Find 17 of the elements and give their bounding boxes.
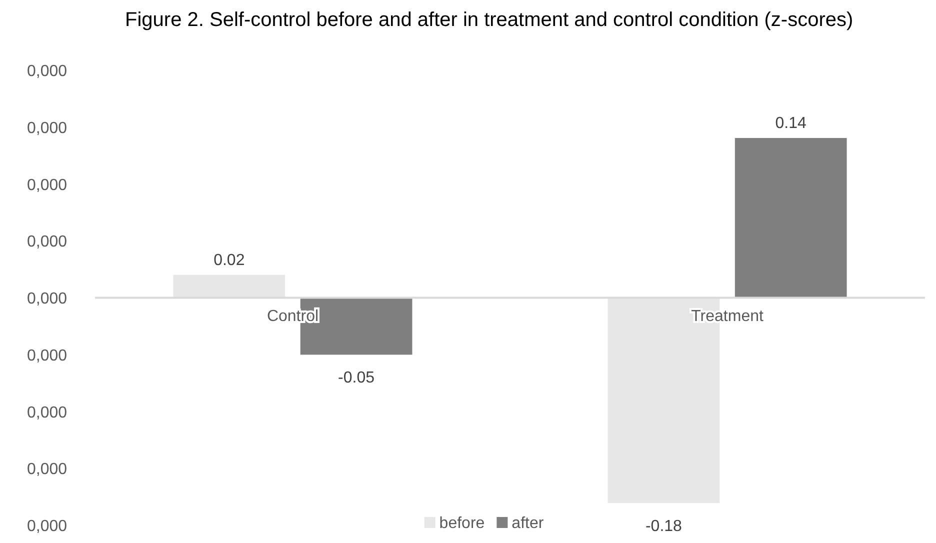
chart-title: Figure 2. Self-control before and after in treatment and control condition (z-scores)	[125, 9, 854, 31]
data-label: -0.18	[645, 518, 682, 535]
x-tick-label: Treatment	[691, 308, 764, 326]
legend-label: after	[512, 515, 544, 532]
legend-label: before	[439, 515, 485, 532]
text: 0,000	[26, 347, 68, 364]
data-label: -0.05	[338, 370, 375, 387]
text: 0,000	[26, 120, 68, 137]
text: 0,000	[26, 404, 68, 422]
text: 0,000	[26, 290, 68, 308]
text: 0,000	[26, 63, 68, 80]
text: 0,000	[26, 234, 68, 251]
data-label: 0.14	[775, 115, 807, 132]
data-label: 0.02	[214, 252, 245, 269]
text: 0,000	[26, 518, 68, 535]
text: 0,000	[26, 176, 68, 194]
text: 0,000	[26, 461, 68, 478]
